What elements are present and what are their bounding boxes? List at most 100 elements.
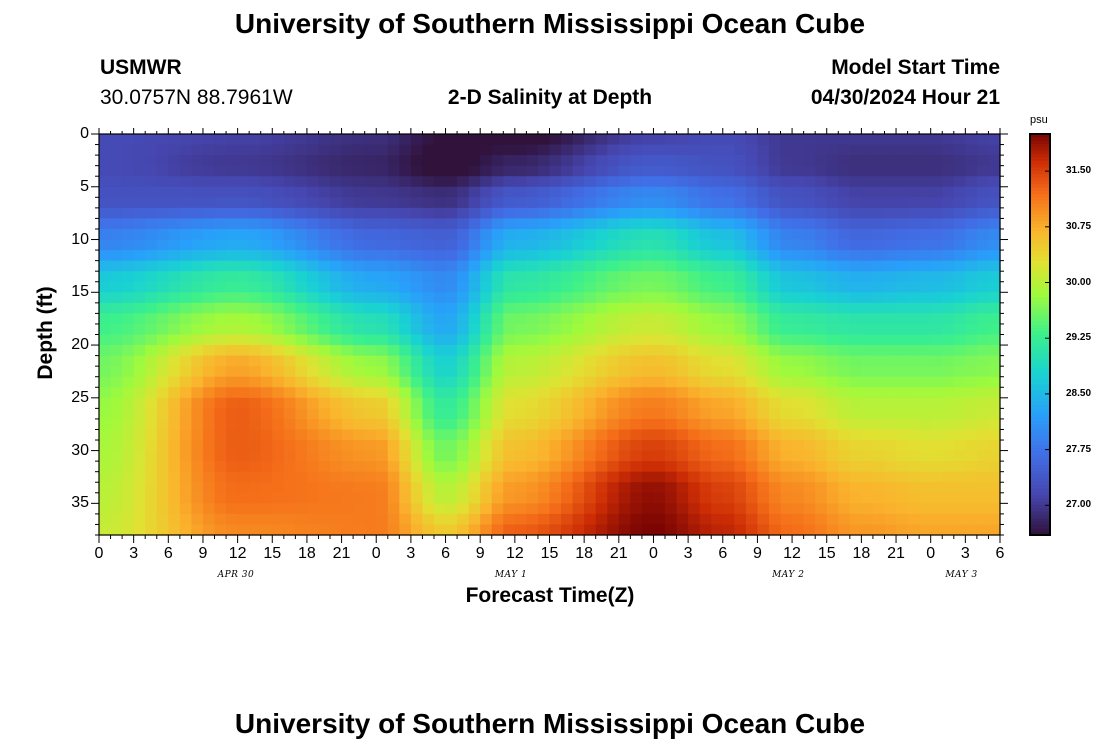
heatmap-cell: [249, 313, 262, 325]
heatmap-cell: [514, 207, 527, 220]
heatmap-cell: [676, 418, 689, 431]
heatmap-cell: [226, 155, 239, 167]
heatmap-cell: [433, 440, 447, 452]
heatmap-cell: [815, 461, 828, 473]
heatmap-cell: [468, 292, 481, 304]
heatmap-cell: [514, 186, 527, 198]
heatmap-cell: [387, 207, 400, 220]
heatmap-cell: [376, 302, 389, 314]
heatmap-cell: [133, 218, 146, 230]
heatmap-cell: [306, 524, 320, 536]
heatmap-cell: [942, 366, 955, 378]
heatmap-cell: [792, 355, 805, 367]
colorbar-segment: [1030, 501, 1050, 506]
heatmap-cell: [318, 524, 331, 536]
heatmap-cell: [468, 461, 481, 473]
heatmap-cell: [884, 134, 897, 146]
heatmap-cell: [214, 355, 227, 367]
heatmap-cell: [561, 366, 574, 378]
heatmap-cell: [237, 482, 250, 494]
heatmap-cell: [122, 366, 135, 378]
heatmap-cell: [965, 197, 978, 209]
heatmap-cell: [306, 492, 320, 504]
day-label: MAY 1: [494, 570, 528, 580]
heatmap-cell: [641, 228, 655, 241]
heatmap-cell: [919, 260, 932, 272]
heatmap-cell: [907, 186, 920, 198]
heatmap-cell: [988, 524, 1001, 536]
heatmap-cell: [757, 323, 770, 336]
heatmap-cell: [561, 155, 574, 167]
heatmap-cell: [191, 366, 204, 378]
heatmap-cell: [330, 176, 343, 188]
heatmap-cell: [156, 376, 169, 388]
heatmap-cell: [699, 323, 712, 336]
heatmap-cell: [457, 323, 470, 336]
heatmap-cell: [526, 355, 539, 367]
heatmap-cell: [422, 461, 435, 473]
x-tick-label: 6: [995, 545, 1005, 562]
heatmap-cell: [272, 513, 285, 526]
heatmap-cell: [306, 155, 320, 167]
heatmap-cell: [226, 228, 239, 241]
heatmap-cell: [364, 239, 377, 251]
heatmap-cell: [110, 376, 123, 388]
heatmap-cell: [422, 418, 435, 431]
heatmap-cell: [330, 302, 343, 314]
heatmap-cell: [226, 366, 239, 378]
heatmap-cell: [919, 397, 932, 409]
heatmap-cell: [156, 144, 169, 156]
colorbar-segment: [1030, 227, 1050, 232]
heatmap-cell: [433, 292, 447, 304]
heatmap-cell: [318, 271, 331, 283]
heatmap-cell: [988, 418, 1001, 431]
heatmap-cell: [364, 250, 377, 262]
heatmap-cell: [561, 134, 574, 146]
heatmap-cell: [202, 239, 216, 251]
colorbar-segment: [1030, 444, 1050, 449]
heatmap-cell: [919, 197, 932, 209]
heatmap-cell: [757, 355, 770, 367]
heatmap-cell: [145, 155, 158, 167]
heatmap-cell: [237, 292, 250, 304]
heatmap-cell: [942, 397, 955, 409]
heatmap-cell: [826, 429, 839, 441]
heatmap-cell: [803, 281, 816, 293]
heatmap-cell: [503, 355, 516, 367]
heatmap-cell: [295, 461, 308, 473]
heatmap-cell: [191, 492, 204, 504]
heatmap-cell: [976, 250, 990, 262]
heatmap-cell: [561, 176, 574, 188]
y-tick-label: 25: [71, 388, 89, 406]
heatmap-cell: [318, 345, 331, 357]
heatmap-cell: [699, 450, 712, 462]
heatmap-cell: [399, 408, 412, 420]
heatmap-cell: [260, 492, 273, 504]
heatmap-cell: [976, 355, 990, 367]
heatmap-cell: [699, 397, 712, 409]
heatmap-cell: [226, 513, 239, 526]
heatmap-cell: [607, 260, 620, 272]
heatmap-cell: [630, 471, 643, 483]
heatmap-cell: [630, 155, 643, 167]
heatmap-cell: [826, 524, 839, 536]
heatmap-cell: [665, 207, 678, 220]
heatmap-cell: [768, 355, 782, 367]
heatmap-cell: [861, 376, 874, 388]
heatmap-cell: [503, 239, 516, 251]
heatmap-cell: [341, 218, 354, 230]
heatmap-cell: [283, 503, 296, 515]
heatmap-cell: [387, 503, 400, 515]
heatmap-cell: [283, 524, 296, 536]
heatmap-cell: [272, 482, 285, 494]
heatmap-cell: [306, 376, 320, 388]
heatmap-cell: [433, 418, 447, 431]
heatmap-cell: [122, 418, 135, 431]
heatmap-cell: [607, 271, 620, 283]
heatmap-cell: [618, 345, 631, 357]
heatmap-cell: [191, 450, 204, 462]
heatmap-cell: [99, 197, 112, 209]
heatmap-cell: [572, 228, 585, 241]
heatmap-cell: [803, 482, 816, 494]
heatmap-cell: [214, 271, 227, 283]
